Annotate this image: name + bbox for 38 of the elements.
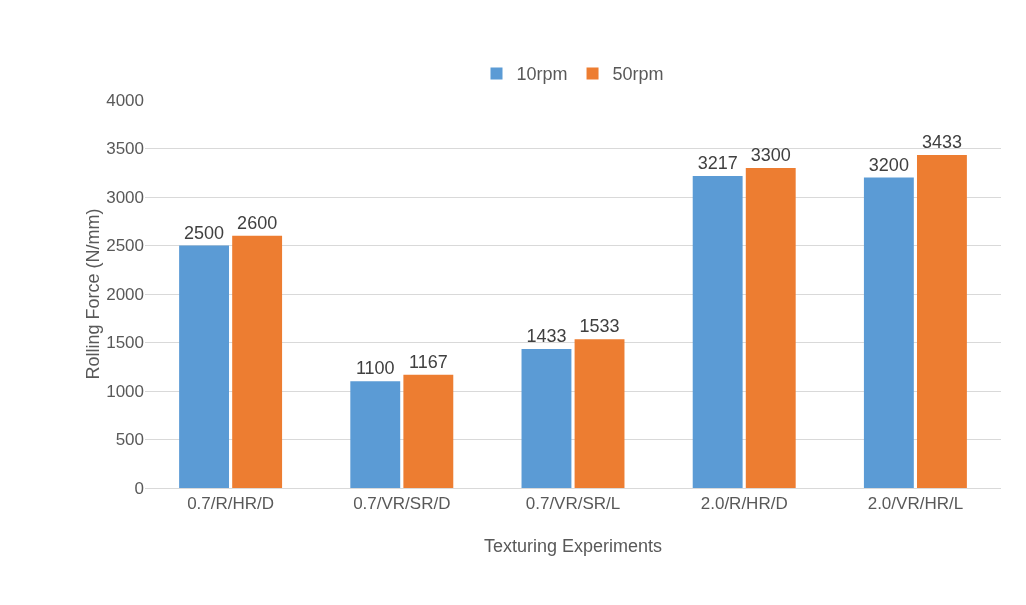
bar (179, 245, 230, 488)
bar (916, 155, 967, 488)
x-tick-label: 2.0/R/HR/D (700, 494, 788, 514)
bar (350, 381, 401, 488)
y-tick-label: 2000 (106, 284, 144, 304)
bar (863, 177, 914, 488)
y-tick-label: 3000 (106, 187, 144, 207)
data-label: 1433 (526, 326, 567, 346)
x-tick-label: 0.7/R/HR/D (187, 494, 275, 514)
data-label: 2500 (184, 222, 225, 243)
bar (232, 235, 283, 488)
y-tick-label: 0 (134, 478, 144, 498)
data-label: 1167 (408, 351, 448, 372)
x-tick-label: 2.0/VR/HR/L (867, 494, 964, 514)
x-tick-label: 0.7/VR/SR/L (525, 494, 621, 514)
bar (521, 349, 572, 488)
legend-label: 10rpm (516, 64, 568, 85)
bar (745, 167, 796, 488)
y-tick-label: 2500 (106, 236, 144, 256)
bar (403, 374, 454, 488)
bar (692, 175, 743, 488)
data-label: 1533 (579, 316, 620, 337)
y-tick-label: 3500 (106, 139, 144, 159)
y-axis-title: Rolling Force (N/mm) (83, 208, 103, 380)
data-label: 3217 (697, 152, 738, 173)
y-tick-label: 500 (115, 430, 144, 450)
y-tick-label: 4000 (106, 90, 144, 110)
data-label: 3200 (868, 154, 909, 175)
y-tick-label: 1000 (106, 381, 144, 401)
legend-label: 50rpm (612, 64, 664, 85)
data-label: 2600 (237, 212, 278, 233)
x-tick-label: 0.7/VR/SR/D (353, 494, 451, 514)
data-label: 3300 (750, 144, 791, 165)
bar (574, 339, 625, 488)
x-axis-title: Texturing Experiments (483, 536, 663, 556)
data-label: 3433 (921, 132, 962, 152)
y-tick-label: 1500 (106, 333, 144, 353)
data-label: 1100 (355, 358, 395, 379)
